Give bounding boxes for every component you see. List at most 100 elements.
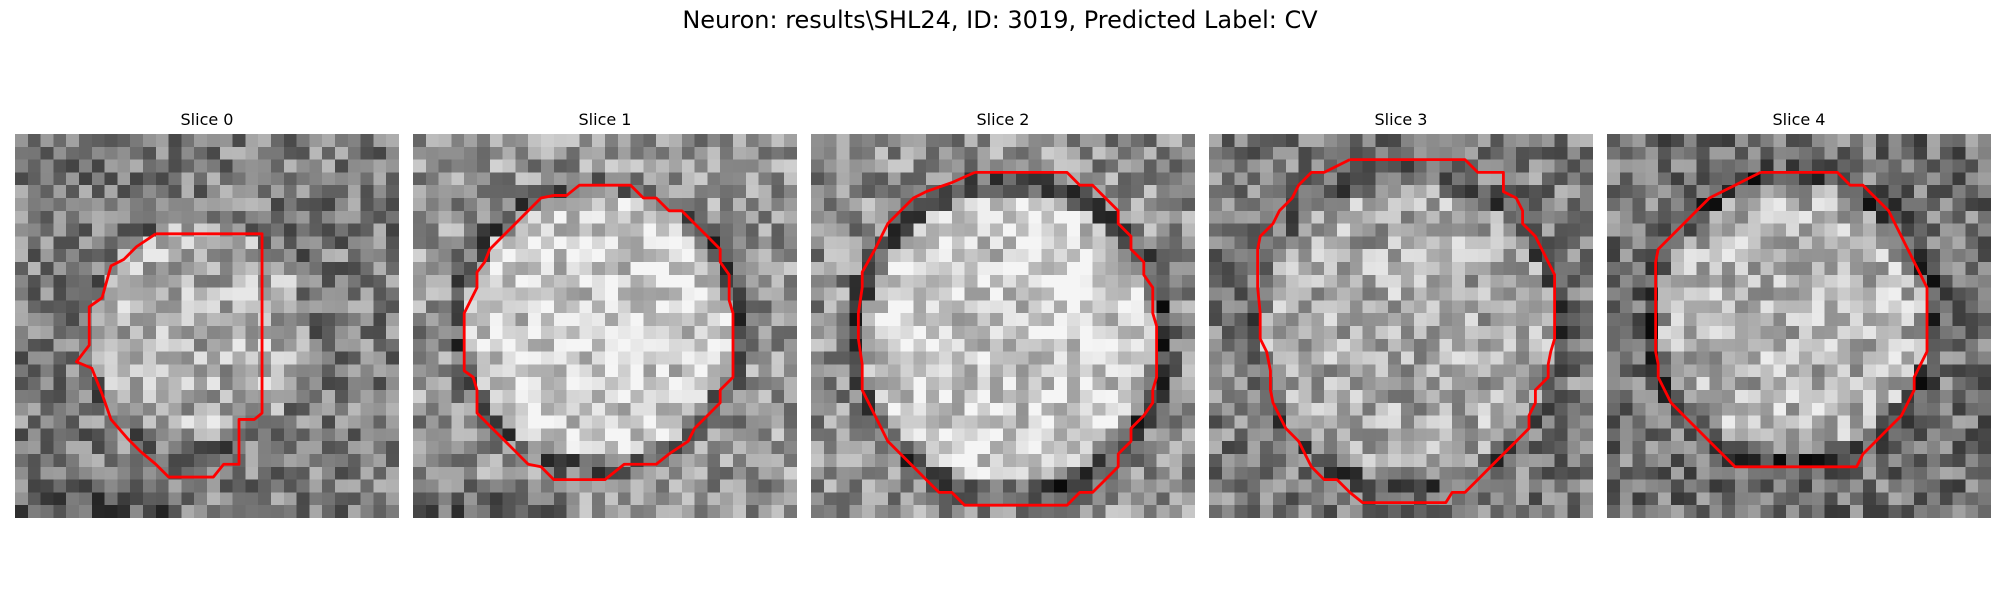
pixel [1811, 134, 1825, 148]
pixel [1247, 377, 1261, 391]
pixel [1209, 287, 1223, 301]
pixel [79, 505, 93, 518]
pixel [296, 210, 310, 224]
pixel [1234, 274, 1248, 288]
pixel [849, 223, 863, 237]
pixel [964, 428, 978, 442]
pixel [1311, 146, 1325, 160]
pixel [1914, 172, 1928, 186]
pixel [1709, 313, 1723, 327]
pixel [1285, 287, 1299, 301]
pixel [681, 198, 695, 212]
pixel [1927, 210, 1941, 224]
pixel [1401, 210, 1415, 224]
pixel [643, 274, 657, 288]
pixel [1658, 326, 1672, 340]
pixel [771, 466, 785, 480]
pixel [849, 441, 863, 455]
pixel [117, 338, 131, 352]
pixel [1362, 313, 1376, 327]
pixel [1362, 172, 1376, 186]
pixel [502, 185, 516, 199]
pixel [1965, 479, 1979, 493]
pixel [1426, 415, 1440, 429]
pixel [528, 134, 542, 148]
pixel [1079, 402, 1093, 416]
pixel [1837, 262, 1851, 276]
pixel [617, 492, 631, 506]
pixel [1978, 236, 1991, 250]
pixel [528, 326, 542, 340]
pixel [1452, 338, 1466, 352]
pixel [1349, 505, 1363, 518]
pixel [1041, 466, 1055, 480]
pixel [1901, 492, 1915, 506]
pixel [913, 198, 927, 212]
pixel [1028, 454, 1042, 468]
pixel [1722, 223, 1736, 237]
pixel [758, 198, 772, 212]
pixel [1003, 274, 1017, 288]
pixel [1811, 351, 1825, 365]
pixel [1645, 466, 1659, 480]
pixel [1426, 185, 1440, 199]
pixel [1811, 505, 1825, 518]
pixel [40, 146, 54, 160]
pixel [1209, 492, 1223, 506]
pixel [489, 172, 503, 186]
pixel [207, 159, 221, 173]
pixel [694, 326, 708, 340]
pixel [1298, 466, 1312, 480]
pixel [1760, 454, 1774, 468]
pixel [1003, 262, 1017, 276]
pixel [1079, 249, 1093, 263]
pixel [1696, 249, 1710, 263]
pixel [1645, 159, 1659, 173]
pixel [1722, 441, 1736, 455]
pixel [1619, 146, 1633, 160]
pixel [1824, 479, 1838, 493]
pixel [27, 351, 41, 365]
pixel [1067, 402, 1081, 416]
pixel [1015, 249, 1029, 263]
pixel [66, 441, 80, 455]
pixel [117, 210, 131, 224]
pixel [79, 198, 93, 212]
pixel [579, 300, 593, 314]
pixel [1311, 287, 1325, 301]
pixel [322, 402, 336, 416]
pixel [53, 338, 67, 352]
pixel [528, 377, 542, 391]
pixel [836, 479, 850, 493]
pixel [720, 492, 734, 506]
pixel [1683, 505, 1697, 518]
pixel [579, 338, 593, 352]
pixel [1824, 326, 1838, 340]
pixel [271, 300, 285, 314]
pixel [1760, 338, 1774, 352]
pixel [1452, 492, 1466, 506]
pixel [1401, 313, 1415, 327]
pixel [630, 466, 644, 480]
pixel [271, 236, 285, 250]
pixel [656, 236, 670, 250]
pixel [219, 492, 233, 506]
pixel [1516, 249, 1530, 263]
pixel [360, 223, 374, 237]
pixel [964, 249, 978, 263]
pixel [1452, 262, 1466, 276]
pixel [360, 274, 374, 288]
pixel [1952, 198, 1966, 212]
pixel [1709, 134, 1723, 148]
pixel [258, 428, 272, 442]
pixel [271, 313, 285, 327]
pixel [1927, 390, 1941, 404]
pixel [1209, 364, 1223, 378]
pixel [1105, 492, 1119, 506]
pixel [1298, 287, 1312, 301]
pixel [1671, 274, 1685, 288]
pixel [1311, 159, 1325, 173]
pixel [1875, 159, 1889, 173]
pixel [1156, 505, 1170, 518]
pixel [1554, 262, 1568, 276]
